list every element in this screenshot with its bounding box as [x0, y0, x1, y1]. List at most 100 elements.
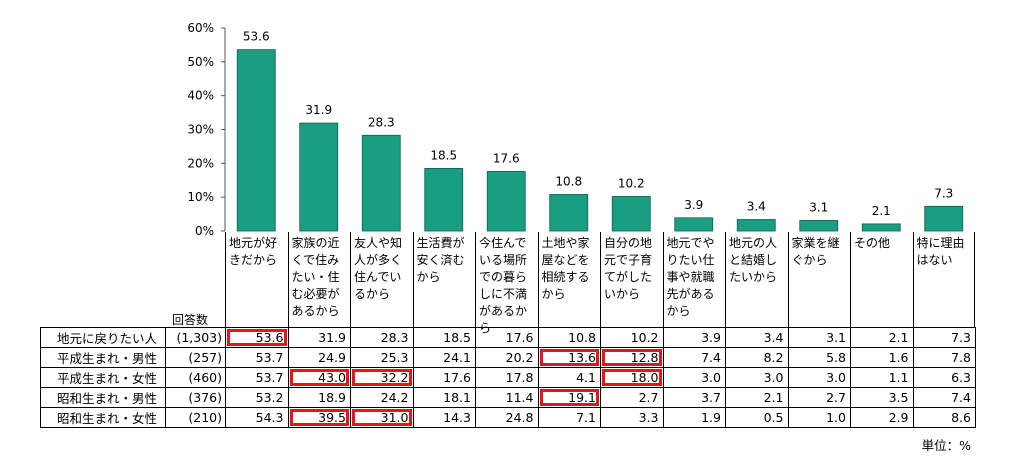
table-cell: 3.5: [850, 387, 914, 408]
bar-value-label: 31.9: [305, 103, 332, 117]
y-tick-label: 0%: [195, 224, 214, 235]
table-cell: 7.4: [662, 347, 726, 368]
bar-value-label: 17.6: [493, 151, 520, 165]
data-table: 地元に戻りたい人 (1,303) 53.6 31.9 28.3 18.5 17.6 10.8 1…: [40, 327, 976, 428]
row-label: 地元に戻りたい人: [40, 327, 166, 348]
bar-value-label: 28.3: [368, 115, 395, 129]
table-cell: 6.3: [912, 367, 976, 388]
table-cell: 1.1: [850, 367, 914, 388]
category-label: 土地や家屋などを相続するから: [537, 232, 601, 327]
table-cell: 17.8: [475, 367, 539, 388]
table-cell: 7.8: [912, 347, 976, 368]
category-label: 生活費が安く済むから: [412, 232, 476, 327]
y-tick-label: 50%: [187, 55, 214, 69]
table-cell: 24.8: [475, 407, 539, 428]
table-cell: 53.7: [225, 367, 289, 388]
bar-value-label: 3.9: [684, 198, 703, 212]
table-cell: 1.9: [662, 407, 726, 428]
table-cell: 18.1: [412, 387, 476, 408]
highlighted-cell: 43.0: [287, 367, 351, 388]
category-label: その他: [850, 232, 913, 327]
table-cell: 7.3: [912, 327, 976, 348]
table-cell: 24.1: [412, 347, 476, 368]
y-tick-label: 60%: [187, 21, 214, 35]
category-label: 地元の人と結婚したいから: [725, 232, 788, 327]
table-cell: 3.1: [787, 327, 851, 348]
y-tick-label: 20%: [187, 156, 214, 170]
table-cell: 53.2: [225, 387, 289, 408]
bar: [861, 223, 901, 232]
y-tick-label: 10%: [187, 190, 214, 204]
table-row: 平成生まれ・女性 (460) 53.7 43.0 32.2 17.6 17.8 4.1 18.0…: [40, 367, 976, 388]
table-cell: 3.0: [662, 367, 726, 388]
table-row: 昭和生まれ・男性 (376) 53.2 18.9 24.2 18.1 11.4 19.1 2.7…: [40, 387, 976, 408]
bar: [299, 122, 339, 232]
table-cell: 24.2: [350, 387, 414, 408]
category-label: 地元でやりたい仕事や就職先があるから: [662, 232, 726, 327]
table-cell: 2.7: [600, 387, 664, 408]
respondent-count: (1,303): [165, 327, 226, 348]
highlighted-cell: 39.5: [287, 407, 351, 428]
table-cell: 24.9: [287, 347, 351, 368]
table-cell: 5.8: [787, 347, 851, 368]
table-cell: 8.2: [725, 347, 789, 368]
category-label: 友人や知人が多く住んでいるから: [350, 232, 413, 327]
bar: [549, 194, 589, 232]
unit-note: 単位：%: [921, 438, 971, 453]
y-tick-label: 30%: [187, 123, 214, 137]
table-row: 地元に戻りたい人 (1,303) 53.6 31.9 28.3 18.5 17.6 10.8 1…: [40, 327, 976, 348]
table-cell: 3.3: [600, 407, 664, 428]
category-labels: 地元が好きだから 家族の近くで住みたい・住む必要があるから 友人や知人が多く住んでい…: [225, 232, 975, 335]
respondent-count: (210): [165, 407, 226, 428]
category-label: 家族の近くで住みたい・住む必要があるから: [287, 232, 351, 327]
category-label: 地元が好きだから: [225, 232, 288, 327]
table-cell: 10.8: [537, 327, 601, 348]
table-cell: 28.3: [350, 327, 414, 348]
table-cell: 3.0: [725, 367, 789, 388]
highlighted-cell: 18.0: [600, 367, 664, 388]
category-label: 特に理由はない: [912, 232, 975, 327]
bar-value-label: 53.6: [243, 30, 270, 44]
bar: [799, 220, 839, 232]
table-row: 平成生まれ・男性 (257) 53.7 24.9 25.3 24.1 20.2 13.6 12.…: [40, 347, 976, 368]
bar-value-label: 3.1: [809, 201, 828, 215]
table-cell: 53.7: [225, 347, 289, 368]
bar-value-label: 7.3: [934, 186, 953, 200]
row-label: 平成生まれ・男性: [40, 347, 166, 368]
bar: [361, 134, 401, 232]
table-cell: 2.9: [850, 407, 914, 428]
table-cell: 25.3: [350, 347, 414, 368]
table-cell: 20.2: [475, 347, 539, 368]
table-cell: 14.3: [412, 407, 476, 428]
bar: [611, 196, 651, 232]
highlighted-cell: 19.1: [537, 387, 601, 408]
table-cell: 7.1: [537, 407, 601, 428]
respondent-count: (257): [165, 347, 226, 368]
table-cell: 17.6: [475, 327, 539, 348]
table-cell: 54.3: [225, 407, 289, 428]
bar: [924, 205, 964, 232]
table-cell: 3.7: [662, 387, 726, 408]
table-cell: 2.1: [725, 387, 789, 408]
table-row: 昭和生まれ・女性 (210) 54.3 39.5 31.0 14.3 24.8 7.1 3.3 1…: [40, 407, 976, 428]
bar-chart: 0% 10% 20% 30% 40% 50% 60% 53.6 31.9 28.3 18.5 17.6…: [187, 21, 964, 235]
row-label: 昭和生まれ・男性: [40, 387, 166, 408]
category-label: 今住んでいる場所での暮らしに不満があるから: [475, 232, 538, 335]
respondents-header: 回答数: [172, 313, 209, 327]
bar-value-label: 10.8: [555, 174, 582, 188]
bar: [424, 168, 464, 232]
bar: [674, 217, 714, 232]
table-cell: 11.4: [475, 387, 539, 408]
bar-value-label: 18.5: [430, 148, 457, 162]
table-cell: 2.1: [850, 327, 914, 348]
table-cell: 1.0: [787, 407, 851, 428]
table-cell: 1.6: [850, 347, 914, 368]
bar: [486, 171, 526, 232]
table-cell: 4.1: [537, 367, 601, 388]
bar-value-label: 3.4: [747, 199, 766, 213]
table-cell: 3.4: [725, 327, 789, 348]
highlighted-cell: 12.8: [600, 347, 664, 368]
row-label: 平成生まれ・女性: [40, 367, 166, 388]
table-cell: 10.2: [600, 327, 664, 348]
y-tick-label: 40%: [187, 89, 214, 103]
